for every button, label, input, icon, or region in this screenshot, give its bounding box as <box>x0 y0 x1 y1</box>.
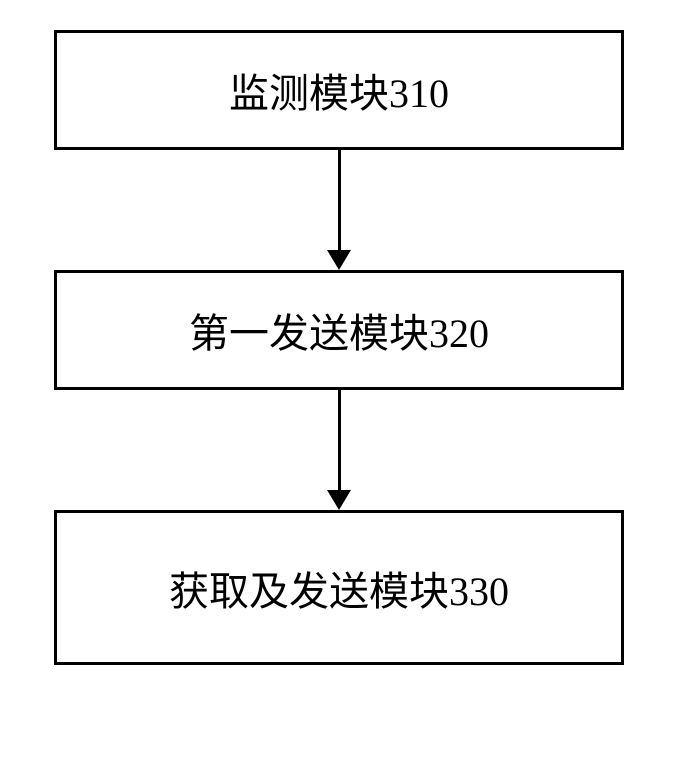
flow-node-3-label: 获取及发送模块330 <box>169 559 509 617</box>
flow-arrow-1 <box>327 150 351 270</box>
arrow-head-icon <box>327 250 351 270</box>
flow-node-3: 获取及发送模块330 <box>54 510 624 665</box>
arrow-head-icon <box>327 490 351 510</box>
flow-node-1: 监测模块310 <box>54 30 624 150</box>
arrow-line-icon <box>338 390 341 490</box>
flowchart-container: 监测模块310 第一发送模块320 获取及发送模块330 <box>54 30 624 665</box>
flow-node-2-label: 第一发送模块320 <box>189 301 489 359</box>
flow-node-2: 第一发送模块320 <box>54 270 624 390</box>
flow-node-1-label: 监测模块310 <box>229 61 449 119</box>
arrow-line-icon <box>338 150 341 250</box>
flow-arrow-2 <box>327 390 351 510</box>
